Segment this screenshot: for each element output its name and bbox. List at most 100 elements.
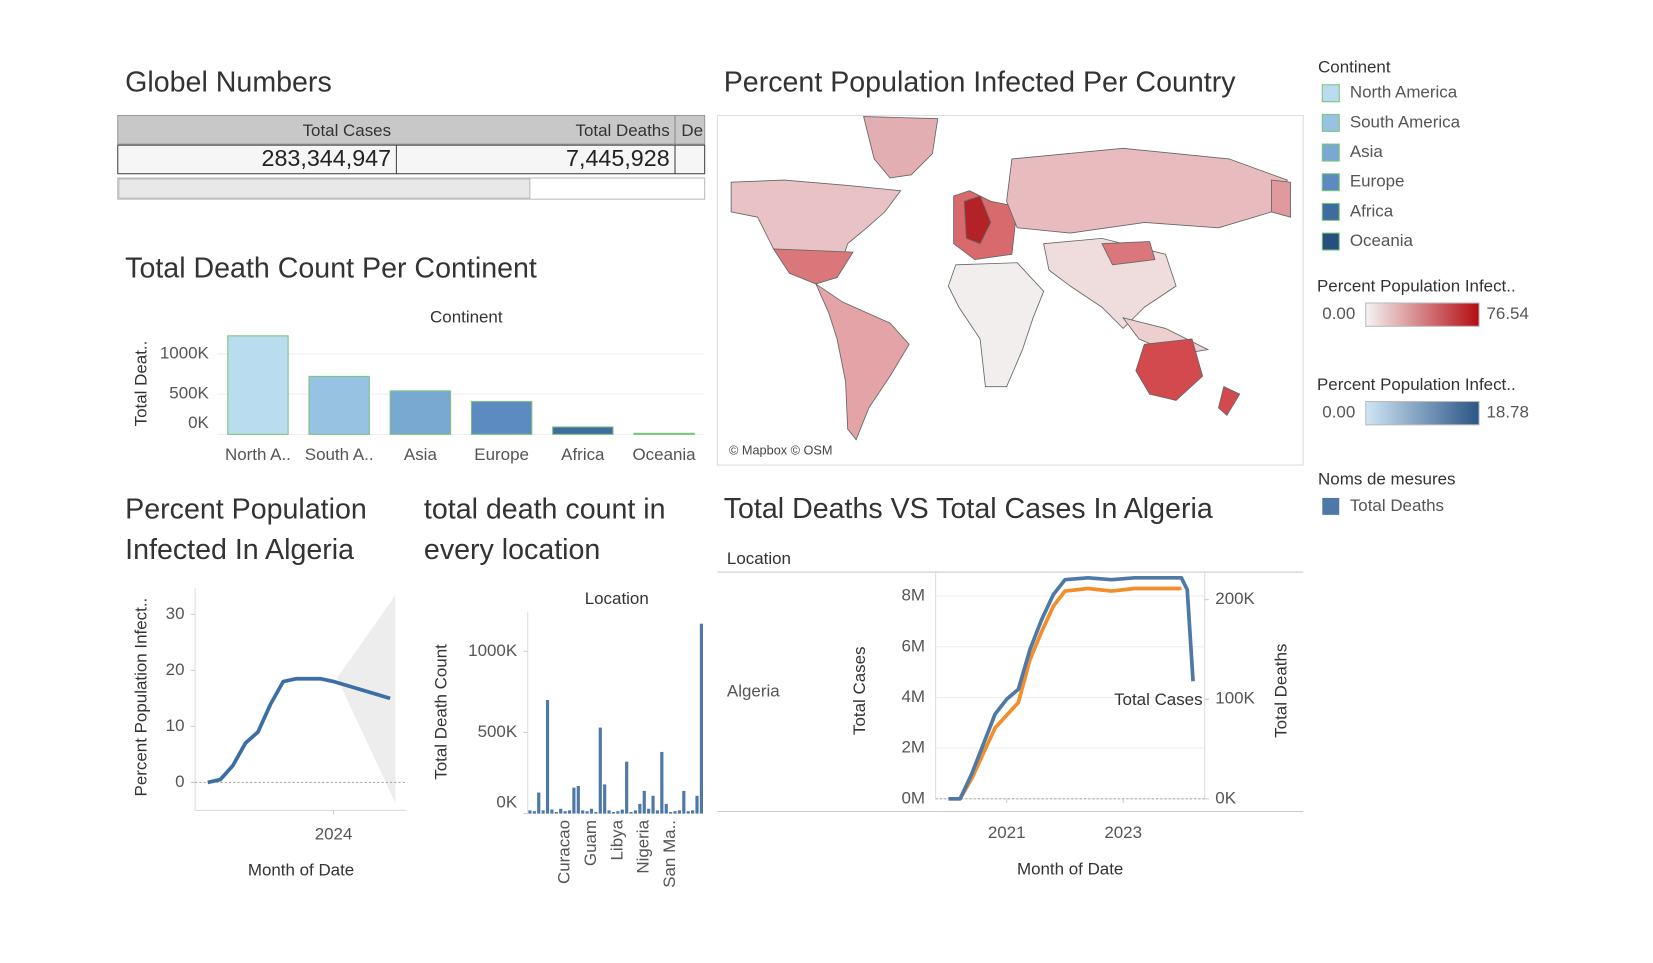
y-tick-label: 0M — [901, 788, 925, 807]
bar — [691, 810, 695, 814]
x-tick-label: North A.. — [225, 445, 291, 464]
bar — [559, 808, 563, 814]
row-header: Location — [727, 549, 791, 568]
y2-tick-label: 100K — [1215, 689, 1255, 708]
table-row — [117, 144, 706, 175]
axis-title: Total Deat.. — [132, 341, 151, 427]
annotation: Total Cases — [1114, 690, 1203, 709]
bar — [470, 400, 533, 435]
header: Location — [585, 589, 649, 608]
y2-tick-label: 200K — [1215, 589, 1255, 608]
x-tick-label: Africa — [561, 445, 605, 464]
bar — [554, 812, 558, 814]
y-tick-label: 6M — [901, 636, 925, 655]
header: Continent — [430, 307, 503, 326]
bar — [550, 809, 554, 814]
bar — [572, 787, 576, 814]
forecast-band — [337, 595, 396, 804]
table-header-band — [117, 114, 706, 145]
column-header: Total Cases — [303, 121, 392, 140]
legend-swatch — [1322, 497, 1340, 515]
axis-title: Month of Date — [1017, 859, 1123, 878]
y-tick-label: 0K — [496, 793, 517, 812]
chart-title: Total Deaths VS Total Cases In Algeria — [724, 493, 1213, 525]
bar — [603, 784, 607, 814]
bar — [581, 810, 585, 814]
axis-title: Percent Population Infect.. — [132, 598, 151, 797]
y-tick-label: 20 — [166, 660, 185, 679]
bar — [227, 335, 289, 435]
bar — [686, 811, 690, 814]
bar — [633, 432, 695, 435]
bar — [611, 812, 616, 814]
y-tick-label: 500K — [478, 722, 518, 741]
bar — [620, 809, 624, 814]
line — [207, 676, 391, 785]
y-tick-label: 1000K — [468, 641, 518, 660]
y-tick-label: 1000K — [160, 343, 210, 362]
bar — [308, 375, 370, 435]
bar — [589, 808, 594, 814]
legend-label: South America — [1350, 112, 1461, 131]
line — [948, 575, 1195, 801]
legend-label: Asia — [1350, 142, 1384, 161]
y-tick-label: 500K — [169, 384, 209, 403]
column-header: Total Deaths — [576, 121, 670, 140]
legend-title: Percent Population Infect.. — [1317, 375, 1516, 394]
bar — [647, 808, 651, 814]
chart-title: Percent Population Infected In Algeria — [125, 493, 367, 565]
bar — [532, 811, 536, 814]
row-label: Algeria — [727, 681, 780, 700]
legend-min: 0.00 — [1322, 304, 1355, 323]
bar — [616, 811, 620, 814]
bar — [638, 803, 642, 814]
legend-title: Percent Population Infect.. — [1317, 277, 1516, 296]
legend-title: Noms de mesures — [1318, 469, 1455, 488]
legend-label: Africa — [1350, 201, 1394, 220]
bar — [585, 811, 589, 814]
legend-label: North America — [1350, 83, 1458, 102]
bar — [695, 795, 699, 814]
table-cell: 7,445,928 — [566, 145, 670, 171]
y-tick-label: 0K — [188, 413, 209, 432]
table-cell: 283,344,947 — [262, 145, 392, 171]
bar — [651, 795, 655, 814]
line — [948, 586, 1182, 801]
bar — [660, 751, 664, 814]
bar — [576, 786, 580, 814]
legend-swatch — [1321, 84, 1340, 103]
map-title: Percent Population Infected Per Country — [724, 66, 1237, 98]
x-tick-label: San Ma.. — [660, 820, 679, 888]
x-tick-label: Guam — [581, 820, 600, 866]
x-tick-label: 2021 — [988, 823, 1026, 842]
bar — [552, 426, 614, 435]
bar — [389, 390, 452, 435]
legend-swatch — [1321, 202, 1340, 221]
y-tick-label: 30 — [166, 604, 185, 623]
legend-title: Continent — [1318, 57, 1391, 76]
bar — [629, 812, 633, 814]
table-title: Globel Numbers — [125, 66, 332, 98]
bar — [682, 790, 686, 814]
bar — [677, 810, 682, 814]
bar — [594, 812, 598, 814]
axis-title: Total Deaths — [1272, 644, 1291, 738]
bar — [563, 811, 567, 814]
x-tick-label: 2024 — [315, 824, 353, 843]
bar — [541, 810, 545, 814]
bar — [673, 811, 677, 814]
y-tick-label: 4M — [901, 687, 925, 706]
chart-title: total death count in every location — [424, 493, 666, 565]
map[interactable]: © Mapbox © OSM — [716, 114, 1304, 466]
y-tick-label: 2M — [901, 738, 925, 757]
bar — [642, 790, 646, 814]
axis-title: Total Death Count — [431, 644, 450, 780]
bar — [537, 792, 541, 814]
bar — [545, 699, 550, 814]
legend-max: 18.78 — [1487, 403, 1529, 422]
bar — [669, 812, 673, 814]
legend-label: Total Deaths — [1350, 496, 1444, 515]
y-tick-label: 0 — [175, 772, 184, 791]
scrollbar-thumb[interactable] — [118, 178, 531, 199]
